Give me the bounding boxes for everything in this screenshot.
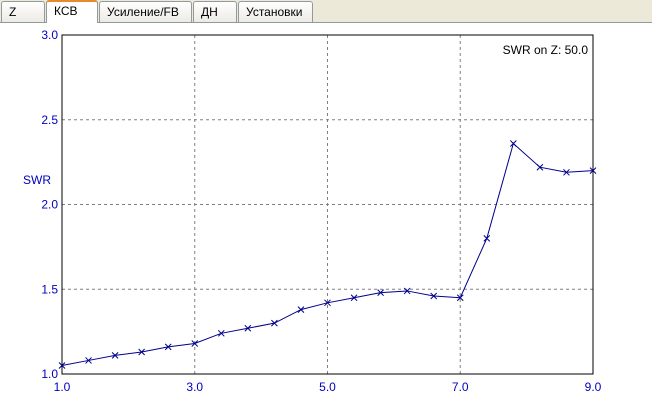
data-point-marker (509, 140, 517, 147)
data-point-marker (164, 343, 172, 351)
y-axis-label: SWR (23, 173, 51, 187)
swr-chart: 1.0 3.0 5.0 7.0 9.0 1.0 1.5 2.0 2.5 3.0 SWR SWR o… (23, 28, 602, 394)
data-point-marker (563, 168, 570, 176)
tab-pattern[interactable]: ДН (193, 1, 237, 22)
y-tick-label: 1.5 (41, 282, 58, 296)
data-point-marker (111, 352, 119, 359)
data-point-marker (430, 292, 438, 300)
data-point-marker (589, 167, 597, 174)
data-point-marker (297, 306, 305, 313)
x-tick-label: 3.0 (186, 380, 203, 394)
y-tick-label: 1.0 (41, 367, 58, 381)
swr-series (58, 140, 597, 369)
data-point-marker (85, 357, 92, 364)
y-tick-label: 3.0 (41, 28, 58, 42)
swr-reference-annotation: SWR on Z: 50.0 (503, 43, 589, 57)
data-point-marker (244, 324, 252, 332)
data-point-marker (271, 319, 278, 327)
data-point-marker (350, 294, 358, 302)
tab-settings[interactable]: Установки (238, 1, 313, 22)
data-point-marker (536, 163, 544, 171)
data-point-marker (138, 348, 146, 356)
plot-area-frame (61, 34, 594, 375)
data-point-marker (191, 340, 199, 347)
x-tick-label: 7.0 (452, 380, 469, 394)
data-point-marker (58, 362, 66, 369)
data-point-marker (483, 235, 491, 242)
x-tick-label: 1.0 (54, 380, 71, 394)
x-tick-label: 9.0 (585, 380, 602, 394)
y-tick-label: 2.5 (41, 113, 58, 127)
data-point-marker (403, 287, 411, 295)
tab-gain-fb[interactable]: Усиление/FB (99, 1, 192, 22)
tab-z[interactable]: Z (1, 1, 45, 22)
tab-bar: Z КСВ Усиление/FB ДН Установки (0, 0, 652, 23)
y-tick-label: 2.0 (41, 198, 58, 212)
tab-swr[interactable]: КСВ (46, 0, 98, 23)
data-point-marker (217, 329, 225, 337)
swr-line (61, 142, 594, 367)
data-point-marker (324, 299, 331, 307)
data-point-marker (377, 289, 384, 296)
data-point-marker (456, 294, 464, 302)
tick-labels: 1.0 3.0 5.0 7.0 9.0 1.0 1.5 2.0 2.5 3.0 (41, 28, 601, 394)
chart-grid (62, 35, 593, 374)
x-tick-label: 5.0 (319, 380, 336, 394)
